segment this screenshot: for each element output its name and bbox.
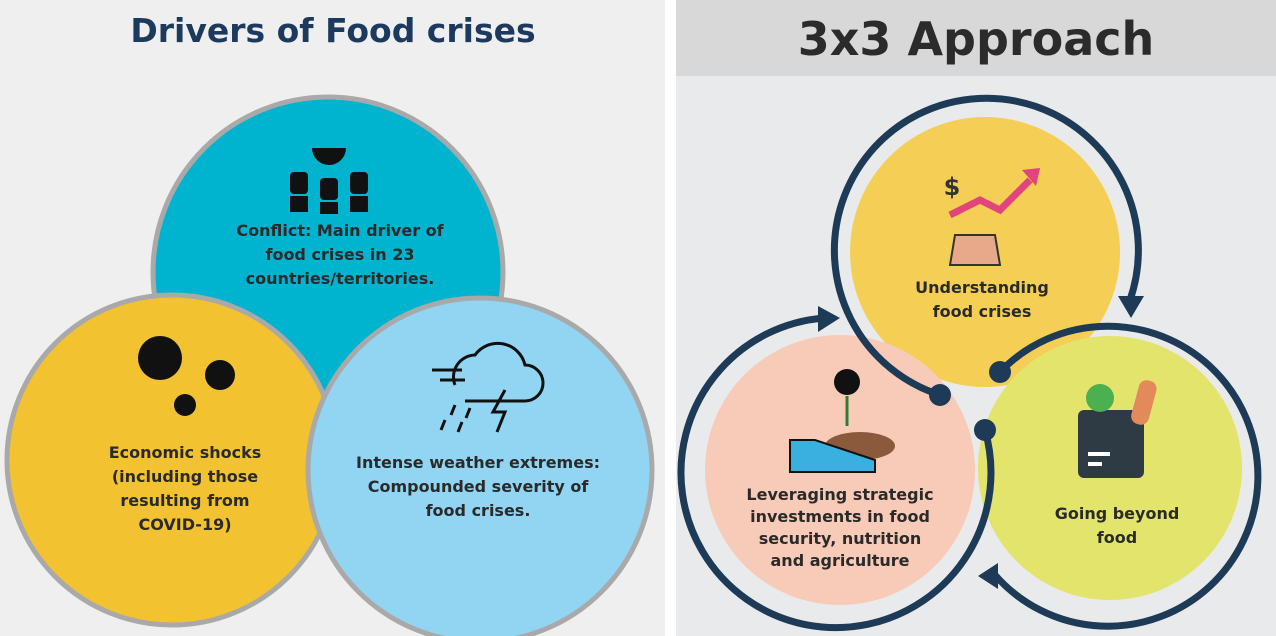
- conflict-text: Conflict: Main driver of: [236, 221, 444, 240]
- leveraging-text: security, nutrition: [759, 529, 921, 548]
- weather-icon: [432, 341, 545, 433]
- svg-text:$: $: [944, 173, 961, 201]
- understanding-icon: $: [944, 168, 1040, 266]
- understanding-text: Understanding: [915, 278, 1049, 297]
- virus-icon: [138, 336, 235, 416]
- leveraging-text: and agriculture: [771, 551, 910, 570]
- beyond-text: Going beyond: [1055, 504, 1180, 523]
- beyond-icon: [1078, 380, 1157, 478]
- economic-text: COVID-19): [138, 515, 231, 534]
- conflict-text: food crises in 23: [265, 245, 414, 264]
- leveraging-text: investments in food: [750, 507, 930, 526]
- economic-text: Economic shocks: [109, 443, 262, 462]
- right-title: 3x3 Approach: [798, 12, 1155, 66]
- weather-text: Compounded severity of: [368, 477, 590, 496]
- title-bar: [676, 0, 1276, 76]
- conflict-icon: [290, 148, 368, 214]
- weather-text: Intense weather extremes:: [356, 453, 600, 472]
- conflict-text: countries/territories.: [246, 269, 435, 288]
- economic-text: resulting from: [120, 491, 249, 510]
- economic-text: (including those: [112, 467, 258, 486]
- beyond-text: food: [1097, 528, 1137, 547]
- leveraging-text: Leveraging strategic: [746, 485, 933, 504]
- left-title: Drivers of Food crises: [130, 11, 535, 50]
- leveraging-icon: [789, 369, 895, 473]
- weather-circle: [305, 295, 655, 636]
- cycle-arrows: [818, 296, 1144, 589]
- cycle-arcs: [677, 94, 1262, 632]
- weather-text: food crises.: [426, 501, 531, 520]
- understanding-text: food crises: [933, 302, 1032, 321]
